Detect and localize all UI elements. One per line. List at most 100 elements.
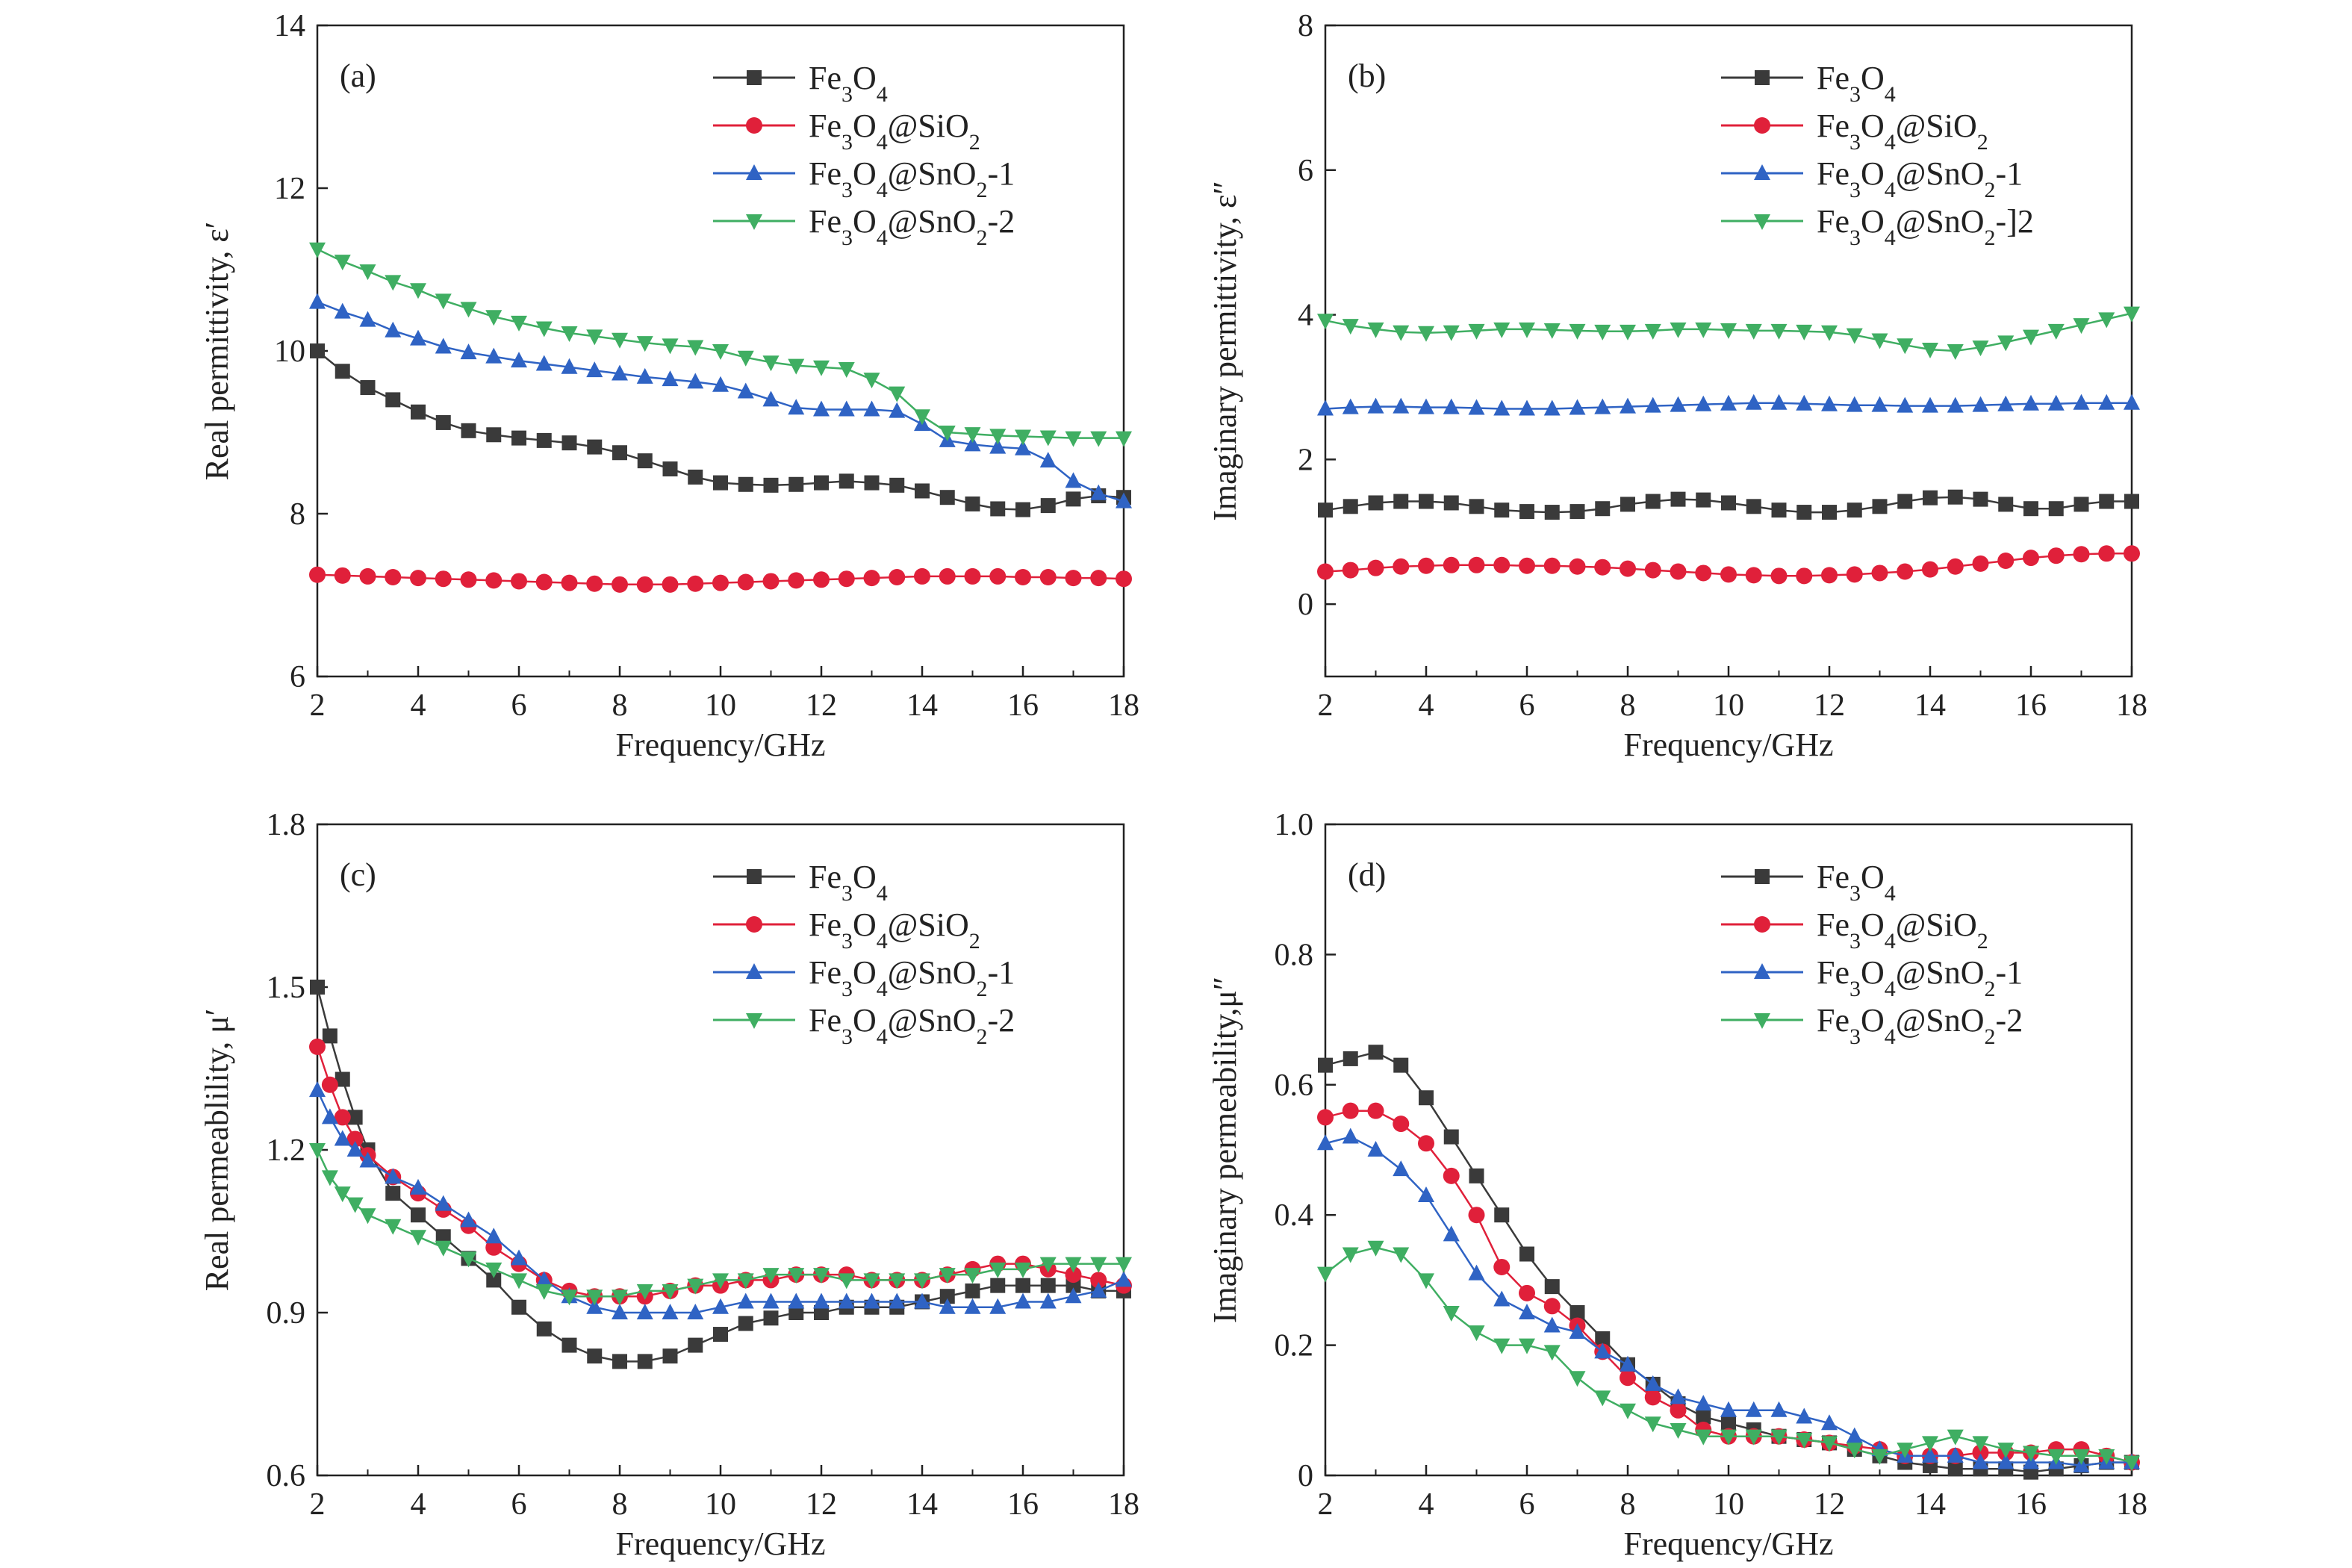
data-point — [1519, 322, 1535, 338]
x-tick-label: 18 — [1108, 1487, 1139, 1522]
data-point — [1620, 1355, 1636, 1372]
data-point — [1418, 326, 1434, 342]
data-point — [1644, 1375, 1661, 1391]
x-axis-title: Frequency/GHz — [615, 727, 825, 763]
data-point — [485, 347, 503, 364]
data-point — [662, 370, 679, 387]
data-point — [814, 475, 829, 491]
data-point — [1443, 1167, 1460, 1184]
data-point — [1443, 556, 1460, 573]
x-tick-label: 8 — [1620, 688, 1636, 723]
data-point — [1771, 503, 1787, 518]
data-point — [2047, 323, 2065, 340]
data-point — [2047, 1449, 2065, 1465]
data-point — [2023, 501, 2038, 517]
data-point — [1039, 430, 1057, 447]
legend-item: Fe3O4@SnO2-1 — [1721, 954, 2023, 1001]
data-point — [309, 293, 326, 309]
data-point — [1317, 563, 1334, 580]
data-point — [1973, 491, 1988, 507]
data-point — [1090, 431, 1107, 447]
data-point — [712, 1298, 729, 1314]
x-tick-label: 14 — [1914, 1487, 1946, 1522]
data-point — [788, 399, 805, 415]
data-point — [612, 1304, 628, 1319]
data-point — [359, 1208, 376, 1225]
data-point — [636, 576, 653, 593]
x-tick-label: 14 — [1914, 688, 1946, 723]
series-2 — [309, 566, 1132, 593]
data-point — [334, 1109, 351, 1126]
legend-label: Fe3O4@SnO2-2 — [809, 203, 1015, 250]
data-point — [964, 1268, 981, 1284]
x-axis-title: Frequency/GHz — [1623, 1525, 1833, 1562]
y-tick-label: 4 — [1298, 299, 1313, 333]
data-point — [1443, 1129, 1459, 1145]
y-tick-label: 0 — [1298, 1459, 1313, 1493]
y-tick-label: 0.4 — [1275, 1198, 1314, 1233]
data-point — [485, 572, 503, 589]
data-point — [1418, 1135, 1434, 1152]
data-point — [1468, 399, 1485, 415]
data-point — [321, 1170, 338, 1186]
data-point — [410, 570, 426, 587]
data-point — [1594, 1390, 1611, 1407]
data-point — [1569, 399, 1586, 415]
legend-item: Fe3O4@SnO2-1 — [713, 954, 1015, 1001]
data-point — [1620, 1369, 1636, 1387]
data-point — [347, 1110, 363, 1125]
data-point — [535, 321, 553, 337]
data-point — [1065, 431, 1082, 447]
data-point — [737, 350, 754, 367]
legend-marker — [746, 963, 762, 979]
data-point — [713, 475, 728, 491]
data-point — [1595, 501, 1611, 517]
data-point — [964, 435, 981, 452]
data-point — [1443, 398, 1460, 414]
data-point — [1922, 1436, 1938, 1452]
data-point — [889, 569, 906, 586]
data-point — [1418, 398, 1434, 414]
data-point — [1696, 1409, 1711, 1425]
data-point — [863, 1273, 880, 1289]
data-point — [1720, 1429, 1737, 1446]
plot-frame-c — [316, 823, 1125, 1477]
data-point — [334, 255, 351, 271]
data-point — [687, 1304, 704, 1319]
data-point — [1015, 1262, 1031, 1278]
data-point — [1342, 1247, 1359, 1263]
data-point — [359, 567, 376, 585]
data-point — [612, 576, 628, 593]
data-point — [586, 1289, 603, 1306]
series-1 — [310, 343, 1131, 517]
legend-marker — [746, 117, 762, 134]
data-point — [1342, 398, 1359, 414]
legend-item: Fe3O4@SiO2 — [713, 906, 980, 953]
data-point — [1770, 393, 1788, 410]
x-tick-label: 14 — [906, 1487, 938, 1522]
data-point — [1468, 1264, 1485, 1281]
data-point — [1947, 1429, 1964, 1446]
data-point — [737, 1292, 754, 1309]
data-point — [1393, 397, 1410, 414]
data-point — [964, 567, 981, 585]
data-point — [1644, 323, 1661, 340]
data-point — [1493, 556, 1511, 573]
data-point — [636, 367, 653, 384]
data-point — [1569, 323, 1586, 340]
data-point — [1493, 1338, 1511, 1354]
data-point — [1620, 324, 1636, 340]
data-point — [1015, 429, 1031, 446]
data-point — [1368, 495, 1384, 511]
data-point — [2047, 394, 2065, 411]
y-tick-label: 8 — [290, 497, 305, 532]
x-tick-label: 4 — [411, 1487, 426, 1522]
data-point — [435, 1240, 452, 1257]
data-point — [1519, 1284, 1535, 1301]
data-point — [1821, 325, 1838, 341]
legend-marker — [746, 214, 762, 230]
series-line — [317, 301, 1124, 503]
data-point — [334, 1186, 351, 1203]
data-point — [1443, 1225, 1460, 1242]
